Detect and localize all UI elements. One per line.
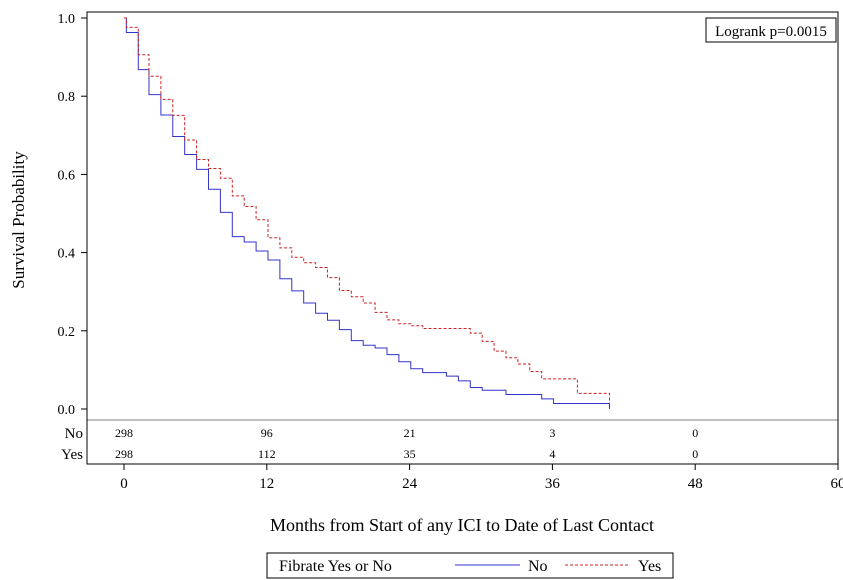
y-tick-label-2: 0.4 (58, 247, 76, 262)
risk-count-no-36: 3 (549, 426, 555, 440)
legend-title: Fibrate Yes or No (279, 558, 392, 575)
y-axis: 0.0 0.2 0.4 0.6 0.8 1.0 (58, 12, 87, 418)
series-line-no (124, 17, 611, 409)
risk-count-yes-36: 4 (549, 447, 555, 461)
risk-count-no-0: 298 (115, 426, 133, 440)
logrank-annotation: Logrank p=0.0015 (705, 17, 837, 43)
risk-count-yes-12: 112 (258, 447, 276, 461)
x-tick-label-0: 0 (120, 476, 128, 492)
risk-table: No 298 96 21 3 0 Yes 298 112 35 4 0 (61, 426, 698, 463)
risk-count-no-48: 0 (692, 426, 698, 440)
x-tick-label-3: 36 (545, 476, 561, 492)
annotation-box (705, 17, 837, 43)
risk-row-label-yes: Yes (61, 447, 83, 463)
x-tick-label-1: 12 (259, 476, 274, 492)
risk-count-yes-48: 0 (692, 447, 698, 461)
x-tick-label-4: 48 (688, 476, 703, 492)
y-tick-label-1: 0.2 (58, 325, 76, 340)
plot-frame (86, 11, 839, 465)
y-tick-label-4: 0.8 (58, 90, 76, 105)
risk-row-label-no: No (65, 426, 83, 442)
risk-count-no-24: 21 (404, 426, 416, 440)
legend-label-yes: Yes (638, 558, 661, 575)
legend-label-no: No (528, 558, 548, 575)
annotation-text: Logrank p=0.0015 (715, 24, 827, 40)
y-tick-label-5: 1.0 (58, 12, 76, 27)
series-line-yes (124, 17, 611, 409)
x-tick-label-5: 60 (831, 476, 843, 492)
risk-count-yes-0: 298 (115, 447, 133, 461)
legend: Fibrate Yes or No No Yes (266, 552, 674, 579)
risk-count-yes-24: 35 (404, 447, 416, 461)
x-tick-label-2: 24 (402, 476, 418, 492)
x-axis-label: Months from Start of any ICI to Date of … (270, 515, 654, 535)
risk-count-no-12: 96 (261, 426, 273, 440)
x-axis: 0 12 24 36 48 60 (120, 464, 843, 492)
y-tick-label-3: 0.6 (58, 168, 76, 183)
y-axis-label: Survival Probability (9, 151, 28, 289)
survival-curves (124, 17, 611, 409)
y-tick-label-0: 0.0 (58, 403, 76, 418)
